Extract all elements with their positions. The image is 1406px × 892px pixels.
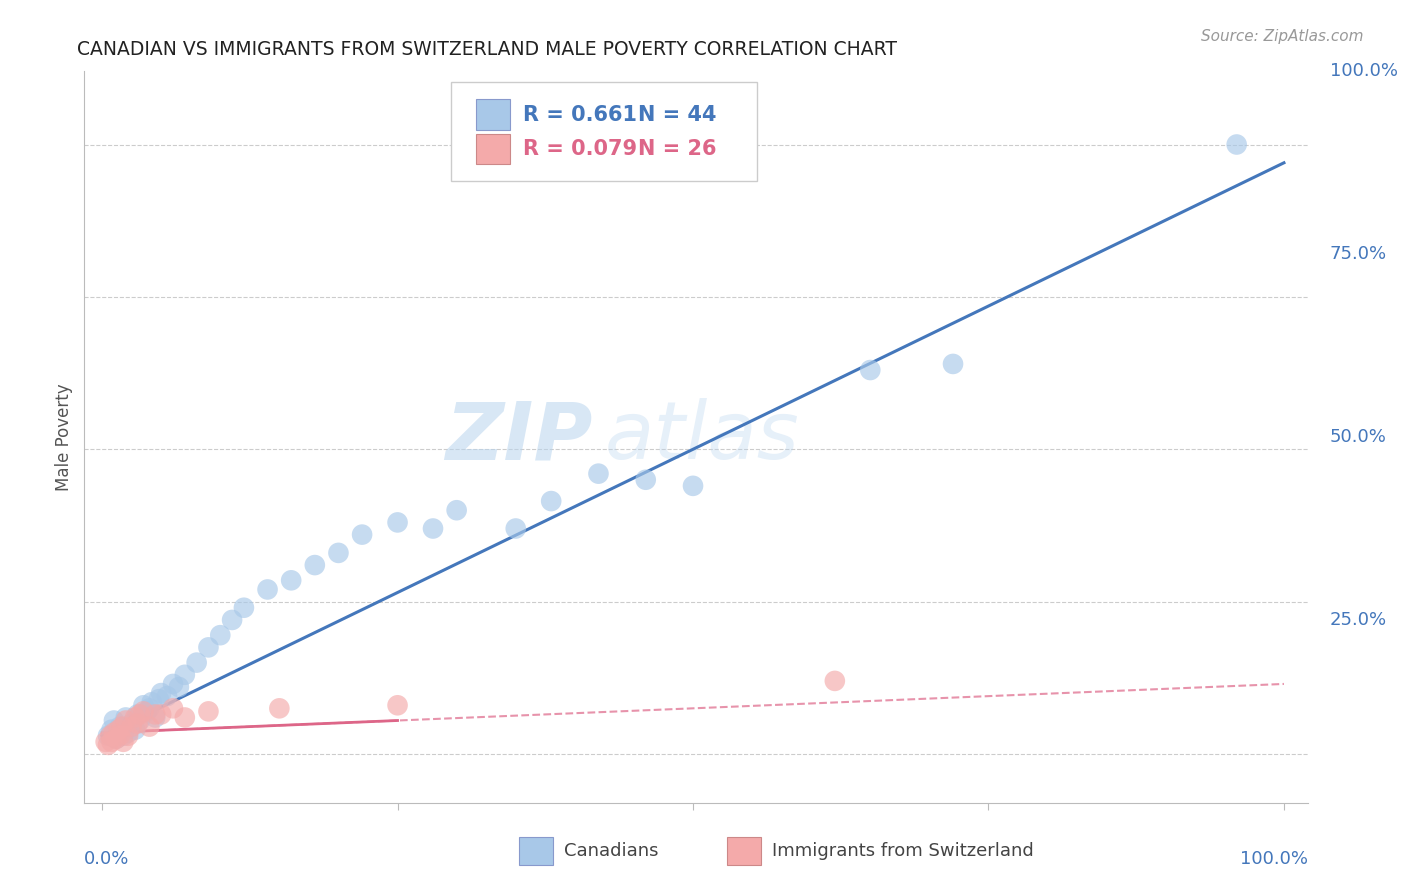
Point xyxy=(634,473,657,487)
Point xyxy=(150,707,173,722)
Text: 100.0%: 100.0% xyxy=(1240,850,1308,868)
Point xyxy=(446,503,468,517)
Point xyxy=(108,720,131,734)
Point xyxy=(121,720,143,734)
Point xyxy=(156,689,179,703)
Point xyxy=(111,720,134,734)
Point xyxy=(505,521,527,535)
Point xyxy=(328,546,350,560)
Point xyxy=(114,710,136,724)
Point xyxy=(117,725,139,739)
Point xyxy=(108,729,131,743)
Point xyxy=(859,363,882,377)
Text: N = 44: N = 44 xyxy=(638,104,717,125)
Point xyxy=(173,710,195,724)
Point xyxy=(132,698,155,713)
Point xyxy=(186,656,208,670)
Point xyxy=(124,723,146,737)
Point xyxy=(103,714,125,728)
Y-axis label: Male Poverty: Male Poverty xyxy=(55,384,73,491)
Point xyxy=(387,698,409,713)
Point xyxy=(100,735,122,749)
Point xyxy=(141,695,163,709)
Point xyxy=(127,707,149,722)
Point xyxy=(98,729,121,743)
Point xyxy=(121,716,143,731)
FancyBboxPatch shape xyxy=(519,838,553,865)
Point xyxy=(107,723,129,737)
Point xyxy=(97,729,120,743)
Point xyxy=(138,701,160,715)
Text: R = 0.079: R = 0.079 xyxy=(523,139,637,159)
Point xyxy=(269,701,291,715)
Point xyxy=(143,710,166,724)
Point xyxy=(138,720,160,734)
Text: Canadians: Canadians xyxy=(564,842,658,860)
Point xyxy=(221,613,243,627)
Point xyxy=(105,731,128,746)
Point xyxy=(105,731,128,746)
Point xyxy=(103,725,125,739)
Point xyxy=(824,673,846,688)
Point xyxy=(256,582,278,597)
Point xyxy=(148,692,170,706)
Point xyxy=(682,479,704,493)
Point xyxy=(129,714,152,728)
Text: Immigrants from Switzerland: Immigrants from Switzerland xyxy=(772,842,1033,860)
Point xyxy=(132,705,155,719)
Text: 0.0%: 0.0% xyxy=(84,850,129,868)
Point xyxy=(232,600,254,615)
Text: N = 26: N = 26 xyxy=(638,139,717,159)
Point xyxy=(114,714,136,728)
Point xyxy=(173,667,195,681)
Text: 25.0%: 25.0% xyxy=(1330,611,1386,629)
Point xyxy=(304,558,326,573)
FancyBboxPatch shape xyxy=(451,82,758,181)
Point xyxy=(127,716,149,731)
Point xyxy=(167,680,190,694)
Text: 75.0%: 75.0% xyxy=(1330,245,1386,263)
Point xyxy=(94,735,117,749)
Point xyxy=(197,640,219,655)
Point xyxy=(1226,137,1249,152)
Point xyxy=(143,707,166,722)
Point xyxy=(197,705,219,719)
Point xyxy=(942,357,965,371)
Text: CANADIAN VS IMMIGRANTS FROM SWITZERLAND MALE POVERTY CORRELATION CHART: CANADIAN VS IMMIGRANTS FROM SWITZERLAND … xyxy=(77,40,897,59)
Text: 100.0%: 100.0% xyxy=(1330,62,1398,80)
Text: atlas: atlas xyxy=(605,398,799,476)
Point xyxy=(387,516,409,530)
Point xyxy=(422,521,444,535)
Point xyxy=(97,738,120,752)
Point xyxy=(129,707,152,722)
Point xyxy=(150,686,173,700)
Text: R = 0.661: R = 0.661 xyxy=(523,104,637,125)
FancyBboxPatch shape xyxy=(727,838,761,865)
Point xyxy=(124,710,146,724)
Point xyxy=(100,723,122,737)
Text: 50.0%: 50.0% xyxy=(1330,428,1386,446)
Point xyxy=(112,729,135,743)
Text: Source: ZipAtlas.com: Source: ZipAtlas.com xyxy=(1201,29,1364,44)
Point xyxy=(209,628,232,642)
Point xyxy=(352,527,374,541)
Point xyxy=(540,494,562,508)
FancyBboxPatch shape xyxy=(475,134,510,164)
Point xyxy=(162,701,184,715)
Point xyxy=(136,705,159,719)
Point xyxy=(280,574,302,588)
Point xyxy=(588,467,610,481)
FancyBboxPatch shape xyxy=(475,99,510,130)
Point xyxy=(117,729,139,743)
Text: ZIP: ZIP xyxy=(444,398,592,476)
Point xyxy=(162,677,184,691)
Point xyxy=(112,735,135,749)
